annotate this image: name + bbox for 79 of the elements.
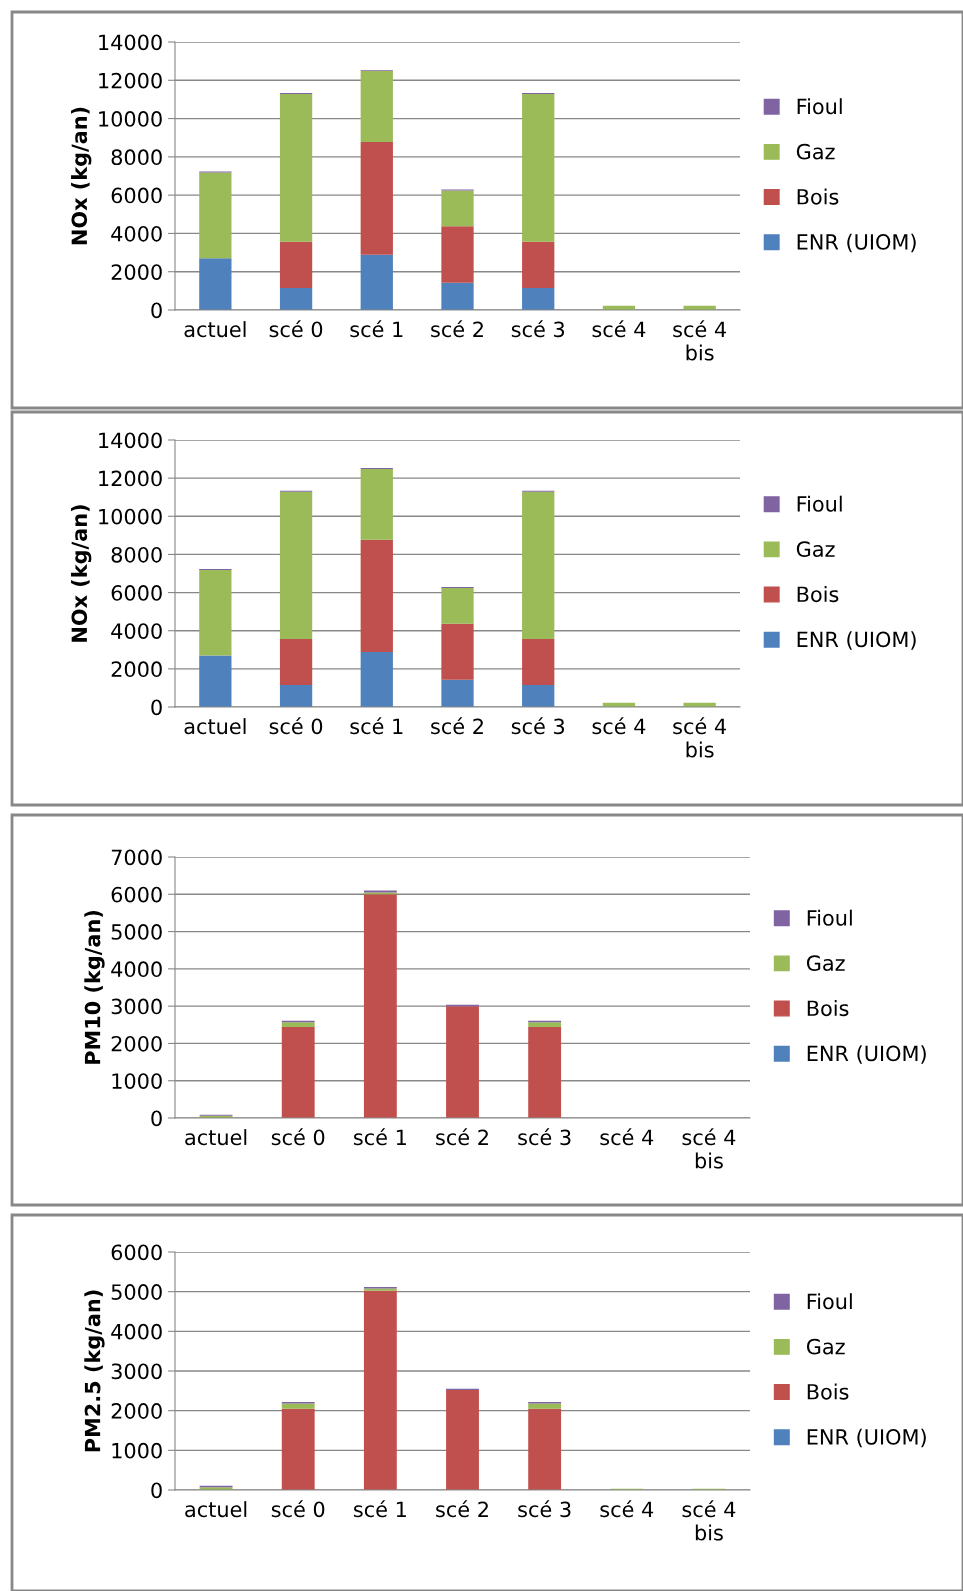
- legend-label: Fioul: [797, 98, 842, 115]
- x-tick-label: scé 3: [518, 1128, 571, 1146]
- y-tick-label: 5000: [111, 924, 162, 940]
- y-tick-label: 2000: [111, 1035, 162, 1052]
- y-tick-label: 1000: [112, 1442, 162, 1459]
- y-tick-label: 12000: [99, 72, 162, 89]
- y-tick-label: 14000: [99, 432, 162, 449]
- y-tick-label: 2000: [111, 661, 162, 678]
- y-axis-title: PM10 (kg/an): [84, 911, 105, 1064]
- y-tick-label: 0: [151, 1110, 162, 1127]
- y-tick-label: 4000: [111, 225, 162, 242]
- y-tick-label: 8000: [111, 149, 162, 166]
- y-tick-label: 6000: [111, 886, 162, 903]
- y-tick-label: 3000: [111, 998, 162, 1015]
- y-tick-label: 14000: [99, 34, 162, 51]
- legend-label: Gaz: [796, 143, 835, 160]
- x-tick-label: scé 2: [431, 717, 483, 735]
- legend-label: Gaz: [806, 955, 845, 971]
- x-tick-label: scé 3: [511, 717, 565, 735]
- legend-label: Fioul: [807, 909, 852, 926]
- y-tick-label: 2000: [111, 1403, 162, 1419]
- y-axis-title: PM2.5 (kg/an): [84, 1290, 105, 1452]
- x-tick-label: scé 4 bis: [673, 717, 726, 758]
- y-tick-label: 6000: [111, 187, 162, 204]
- y-tick-label: 2000: [111, 264, 162, 280]
- legend-label: ENR (UIOM): [807, 1428, 926, 1448]
- y-tick-label: 7000: [111, 849, 162, 866]
- x-tick-label: scé 4: [600, 1500, 654, 1518]
- legend-label: Bois: [797, 188, 839, 205]
- legend-label: ENR (UIOM): [797, 631, 916, 650]
- y-tick-label: 10000: [99, 508, 162, 525]
- x-tick-label: scé 4: [592, 320, 646, 338]
- legend-label: Fioul: [797, 495, 842, 512]
- x-tick-label: actuel: [185, 1129, 247, 1146]
- y-tick-label: 10000: [99, 111, 162, 127]
- x-tick-label: scé 4 bis: [682, 1128, 736, 1169]
- x-tick-label: scé 1: [353, 1128, 406, 1146]
- x-tick-label: scé 0: [271, 1128, 325, 1146]
- x-tick-label: actuel: [185, 1501, 247, 1518]
- y-tick-label: 4000: [111, 1323, 162, 1340]
- y-tick-label: 4000: [111, 961, 162, 978]
- y-tick-label: 3000: [111, 1363, 162, 1380]
- x-tick-label: scé 2: [436, 1500, 488, 1518]
- x-tick-label: scé 1: [353, 1500, 406, 1518]
- x-tick-label: scé 1: [350, 717, 403, 735]
- y-tick-label: 5000: [111, 1284, 162, 1300]
- y-tick-label: 4000: [111, 623, 162, 639]
- legend-label: ENR (UIOM): [807, 1045, 926, 1064]
- x-tick-label: actuel: [184, 718, 246, 735]
- y-tick-label: 0: [151, 1482, 162, 1499]
- x-tick-label: scé 0: [269, 717, 323, 735]
- x-tick-label: scé 3: [511, 320, 565, 338]
- legend-label: Bois: [807, 1383, 849, 1400]
- y-tick-label: 8000: [111, 546, 162, 563]
- legend-label: Bois: [807, 1000, 849, 1017]
- x-tick-label: scé 4: [600, 1128, 654, 1146]
- x-tick-label: scé 0: [271, 1500, 325, 1518]
- y-tick-label: 12000: [99, 470, 162, 487]
- x-tick-label: actuel: [184, 321, 246, 338]
- legend-label: Gaz: [796, 541, 835, 557]
- legend-label: Fioul: [807, 1293, 852, 1310]
- y-tick-label: 6000: [111, 585, 162, 601]
- legend-label: Bois: [797, 586, 839, 603]
- x-tick-label: scé 1: [350, 320, 403, 338]
- y-tick-label: 0: [151, 302, 162, 319]
- y-axis-title: NOx (kg/an): [71, 505, 92, 642]
- x-tick-label: scé 4 bis: [682, 1500, 736, 1541]
- x-tick-label: scé 3: [518, 1500, 571, 1518]
- x-tick-label: scé 4: [592, 717, 646, 735]
- y-tick-label: 1000: [112, 1073, 162, 1089]
- x-tick-label: scé 0: [269, 320, 323, 338]
- x-tick-label: scé 4 bis: [673, 320, 726, 361]
- x-tick-label: scé 2: [431, 320, 483, 338]
- legend-label: ENR (UIOM): [797, 233, 916, 253]
- y-axis-title: NOx (kg/an): [71, 107, 92, 245]
- legend-label: Gaz: [806, 1338, 845, 1355]
- x-tick-label: scé 2: [436, 1128, 488, 1146]
- y-tick-label: 0: [151, 699, 162, 716]
- y-tick-label: 6000: [111, 1244, 162, 1261]
